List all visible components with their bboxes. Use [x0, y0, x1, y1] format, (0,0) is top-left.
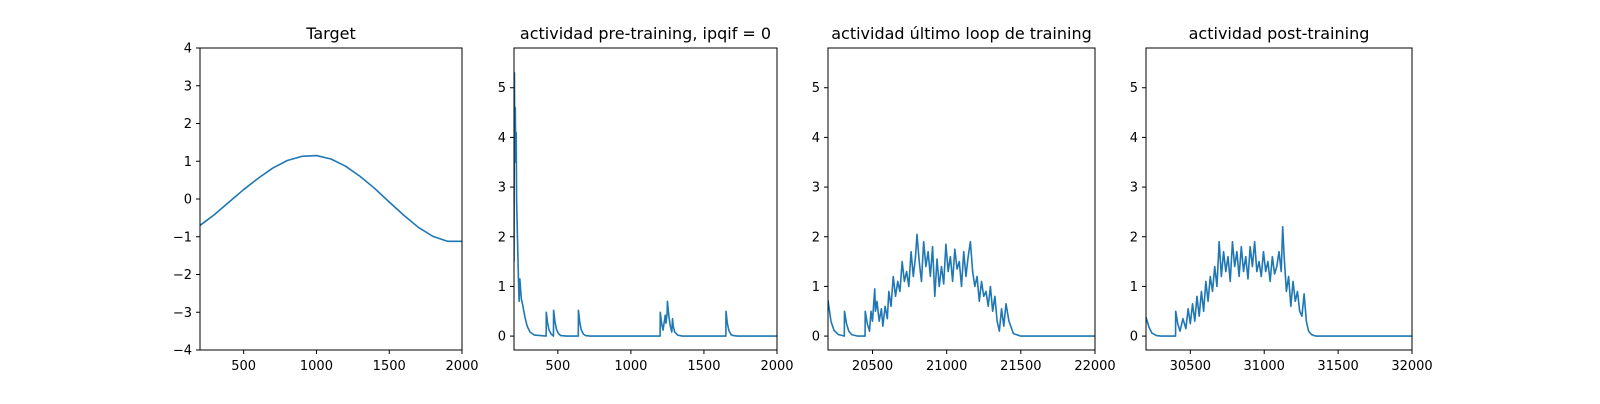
y-tick-label: 4 — [1130, 131, 1138, 146]
panel-title: actividad último loop de training — [831, 24, 1092, 43]
y-tick-label: 2 — [498, 230, 506, 245]
y-tick-label: 0 — [1130, 330, 1138, 345]
axes-frame — [513, 47, 778, 351]
x-tick-label: 1000 — [614, 359, 647, 374]
y-tick-label: −3 — [173, 306, 192, 321]
y-tick-label: 2 — [184, 117, 192, 132]
x-tick-label: 21500 — [1000, 359, 1041, 374]
x-tick-label: 31000 — [1244, 359, 1285, 374]
y-tick-label: 5 — [498, 81, 506, 96]
series-line — [200, 154, 462, 243]
y-tick-label: 5 — [1130, 81, 1138, 96]
x-tick-label: 1500 — [373, 359, 406, 374]
y-tick-label: 3 — [498, 181, 506, 196]
y-tick-label: −1 — [173, 230, 192, 245]
axes-frame — [827, 47, 1096, 351]
x-tick-label: 1000 — [300, 359, 333, 374]
series-line — [514, 72, 777, 337]
y-tick-label: 1 — [1130, 280, 1138, 295]
y-tick-label: 5 — [812, 81, 820, 96]
panel-4: 30500 31000 31500 32000 0 1 2 3 4 5 actividad post… — [1130, 24, 1433, 374]
y-tick-label: 3 — [812, 181, 820, 196]
panel-title: Target — [305, 24, 356, 43]
y-tick-label: 4 — [812, 131, 820, 146]
y-tick-label: −4 — [173, 344, 192, 359]
x-tick-label: 21000 — [926, 359, 967, 374]
x-tick-label: 20500 — [852, 359, 893, 374]
y-tick-label: 2 — [1130, 230, 1138, 245]
y-tick-label: 0 — [812, 330, 820, 345]
y-tick-label: 0 — [184, 193, 192, 208]
series-line — [828, 233, 1095, 337]
y-tick-label: −2 — [173, 268, 192, 283]
y-tick-label: 1 — [184, 155, 192, 170]
axes-frame — [1145, 47, 1413, 351]
x-tick-label: 2000 — [445, 359, 478, 374]
series-line — [1146, 226, 1412, 337]
x-tick-label: 500 — [231, 359, 256, 374]
y-tick-label: 4 — [184, 42, 192, 57]
x-tick-label: 32000 — [1391, 359, 1432, 374]
panel-1: 500 1000 1500 2000 −4 −3 −2 −1 0 1 2 3 4 Target — [173, 24, 479, 374]
x-tick-label: 22000 — [1074, 359, 1115, 374]
panel-title: actividad pre-training, ipqif = 0 — [520, 24, 771, 43]
y-tick-label: 4 — [498, 131, 506, 146]
x-tick-label: 30500 — [1170, 359, 1211, 374]
x-tick-label: 31500 — [1317, 359, 1358, 374]
y-tick-label: 2 — [812, 230, 820, 245]
x-tick-label: 500 — [545, 359, 570, 374]
y-tick-label: 3 — [1130, 181, 1138, 196]
panel-3: 20500 21000 21500 22000 0 1 2 3 4 5 actividad últi… — [812, 24, 1116, 374]
panel-title: actividad post-training — [1189, 24, 1370, 43]
y-tick-label: 0 — [498, 330, 506, 345]
y-tick-label: 1 — [812, 280, 820, 295]
y-tick-label: 3 — [184, 79, 192, 94]
x-tick-label: 2000 — [760, 359, 793, 374]
y-tick-label: 1 — [498, 280, 506, 295]
axes-frame — [199, 47, 463, 351]
x-tick-label: 1500 — [687, 359, 720, 374]
panel-2: 500 1000 1500 2000 0 1 2 3 4 5 actividad pre-train… — [498, 24, 794, 374]
